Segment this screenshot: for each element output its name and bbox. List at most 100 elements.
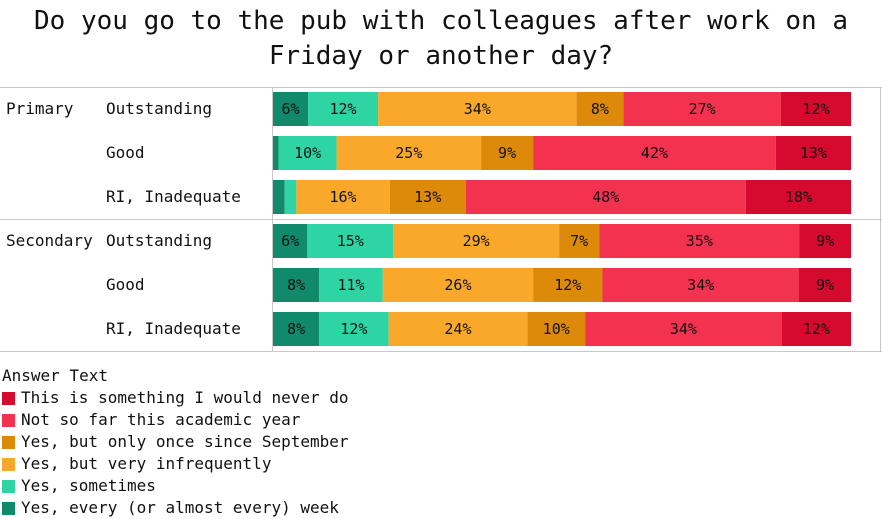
data-label: 8%: [591, 100, 609, 118]
bar-segment: [393, 224, 560, 258]
legend-label: Not so far this academic year: [21, 410, 301, 429]
data-label: 35%: [686, 232, 713, 250]
bar-segment: [798, 268, 851, 302]
data-label: 29%: [463, 232, 490, 250]
legend-swatch: [2, 457, 15, 471]
bar-segment: [389, 180, 466, 214]
legend-item: Yes, but only once since September: [2, 431, 349, 453]
data-label: 13%: [414, 188, 441, 206]
bar-segment: [273, 224, 308, 258]
bar-segment: [465, 180, 746, 214]
legend-swatch: [2, 391, 15, 405]
legend-label: Yes, every (or almost every) week: [21, 498, 339, 517]
group-divider-bottom: [0, 351, 882, 352]
legend-label: Yes, but only once since September: [21, 432, 349, 451]
group-divider-top: [0, 87, 882, 88]
legend-item: Yes, but very infrequently: [2, 453, 349, 475]
bar-segment: [527, 312, 586, 346]
bar-segment: [781, 312, 851, 346]
data-label: 9%: [816, 232, 834, 250]
bar-segment: [308, 92, 379, 126]
group-divider-middle: [0, 219, 882, 220]
bar-segment: [576, 92, 624, 126]
bar-segment: [273, 180, 285, 214]
data-label: 12%: [340, 320, 367, 338]
data-label: 11%: [337, 276, 364, 294]
data-label: 12%: [803, 320, 830, 338]
bar-segment: [273, 268, 320, 302]
row-label: Good: [106, 143, 145, 162]
data-label: 12%: [802, 100, 829, 118]
bar-segment: [775, 136, 851, 170]
legend-item: Yes, sometimes: [2, 475, 349, 497]
legend-item: Yes, every (or almost every) week: [2, 497, 349, 519]
bar-segment: [278, 136, 337, 170]
data-label: 12%: [554, 276, 581, 294]
bar-segment: [319, 312, 389, 346]
chart-title: Do you go to the pub with colleagues aft…: [34, 6, 848, 71]
data-label: 7%: [570, 232, 588, 250]
legend-swatch: [2, 479, 15, 493]
bar-segment: [559, 224, 600, 258]
data-label: 27%: [689, 100, 716, 118]
bar-segment: [799, 224, 851, 258]
data-label: 6%: [281, 100, 299, 118]
bar-segment: [585, 312, 782, 346]
data-label: 16%: [330, 188, 357, 206]
data-label: 42%: [641, 144, 668, 162]
legend-swatch: [2, 501, 15, 515]
bar-segment: [623, 92, 781, 126]
bar-segment: [273, 312, 320, 346]
bar-segment: [533, 136, 776, 170]
data-label: 10%: [543, 320, 570, 338]
legend-label: Yes, sometimes: [21, 476, 156, 495]
data-label: 26%: [444, 276, 471, 294]
data-label: 13%: [800, 144, 827, 162]
row-label: RI, Inadequate: [106, 187, 241, 206]
row-label: Outstanding: [106, 99, 212, 118]
data-label: 9%: [498, 144, 516, 162]
legend-label: Yes, but very infrequently: [21, 454, 272, 473]
data-label: 48%: [592, 188, 619, 206]
bar-segment: [599, 224, 800, 258]
legend-swatch: [2, 435, 15, 449]
bar-segment: [319, 268, 383, 302]
bar-segment: [602, 268, 799, 302]
data-label: 25%: [395, 144, 422, 162]
data-label: 34%: [670, 320, 697, 338]
bar-segment: [296, 180, 390, 214]
row-label: Good: [106, 275, 145, 294]
row-label: RI, Inadequate: [106, 319, 241, 338]
bar-segment: [307, 224, 394, 258]
bar-segment: [273, 92, 309, 126]
legend-title: Answer Text: [2, 366, 108, 385]
data-label: 8%: [287, 320, 305, 338]
bar-segment: [378, 92, 577, 126]
data-label: 10%: [294, 144, 321, 162]
row-label: Outstanding: [106, 231, 212, 250]
legend: Answer Text This is something I would ne…: [2, 365, 349, 519]
bar-segment: [284, 180, 297, 214]
bar-segment: [780, 92, 851, 126]
group-label: Secondary: [6, 231, 93, 250]
bar-segment: [533, 268, 603, 302]
bar-segment: [382, 268, 534, 302]
data-label: 24%: [444, 320, 471, 338]
bar-segment: [388, 312, 528, 346]
data-label: 15%: [337, 232, 364, 250]
data-label: 8%: [287, 276, 305, 294]
bar-segment: [336, 136, 482, 170]
data-label: 34%: [687, 276, 714, 294]
bar-segment: [273, 136, 279, 170]
bar-segment: [481, 136, 534, 170]
data-label: 12%: [330, 100, 357, 118]
bar-segment: [745, 180, 851, 214]
legend-label: This is something I would never do: [21, 388, 349, 407]
legend-swatch: [2, 413, 15, 427]
legend-item: Not so far this academic year: [2, 409, 349, 431]
plot-right-border: [880, 87, 881, 352]
data-label: 9%: [816, 276, 834, 294]
data-label: 18%: [785, 188, 812, 206]
legend-item: This is something I would never do: [2, 387, 349, 409]
